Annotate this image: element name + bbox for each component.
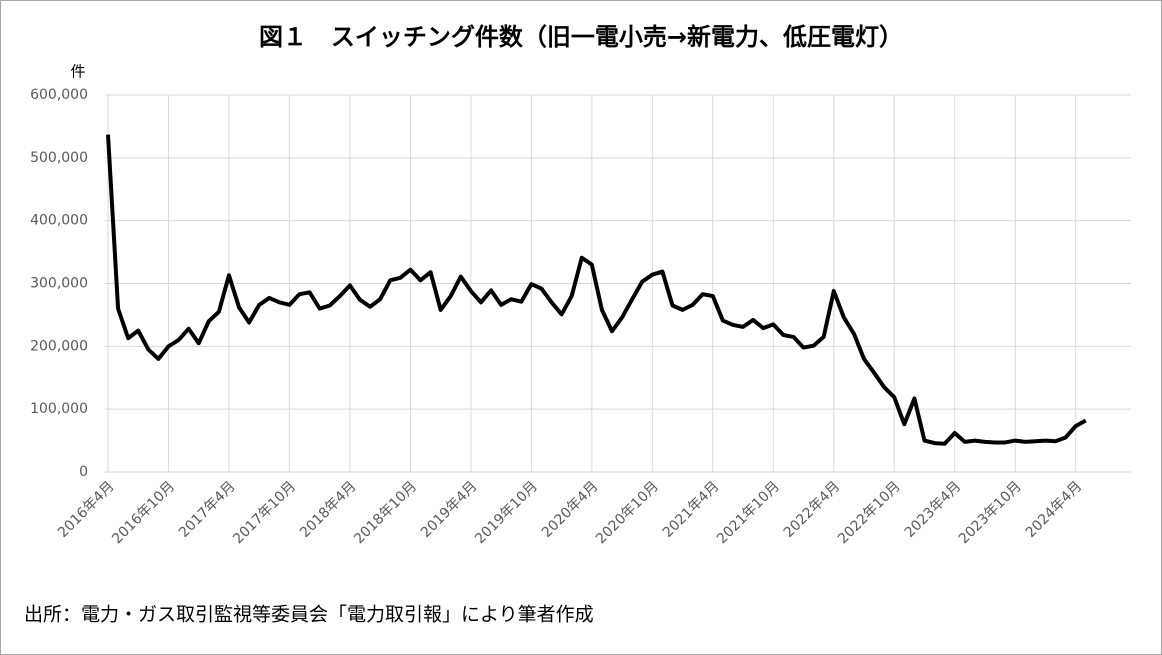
y-tick-label: 500,000 [30, 150, 88, 166]
y-tick-label: 0 [79, 464, 88, 480]
y-unit: 件 [70, 63, 85, 81]
y-tick-label: 300,000 [30, 276, 88, 292]
y-tick-label: 400,000 [30, 213, 88, 229]
source-note: 出所：電力・ガス取引監視等委員会「電力取引報」により筆者作成 [24, 604, 594, 626]
y-tick-label: 100,000 [30, 401, 88, 417]
y-tick-label: 200,000 [30, 338, 88, 354]
y-tick-label: 600,000 [30, 87, 88, 103]
chart-title: 図１ スイッチング件数（旧一電小売→新電力、低圧電灯） [259, 23, 903, 51]
line-series [106, 134, 1087, 446]
